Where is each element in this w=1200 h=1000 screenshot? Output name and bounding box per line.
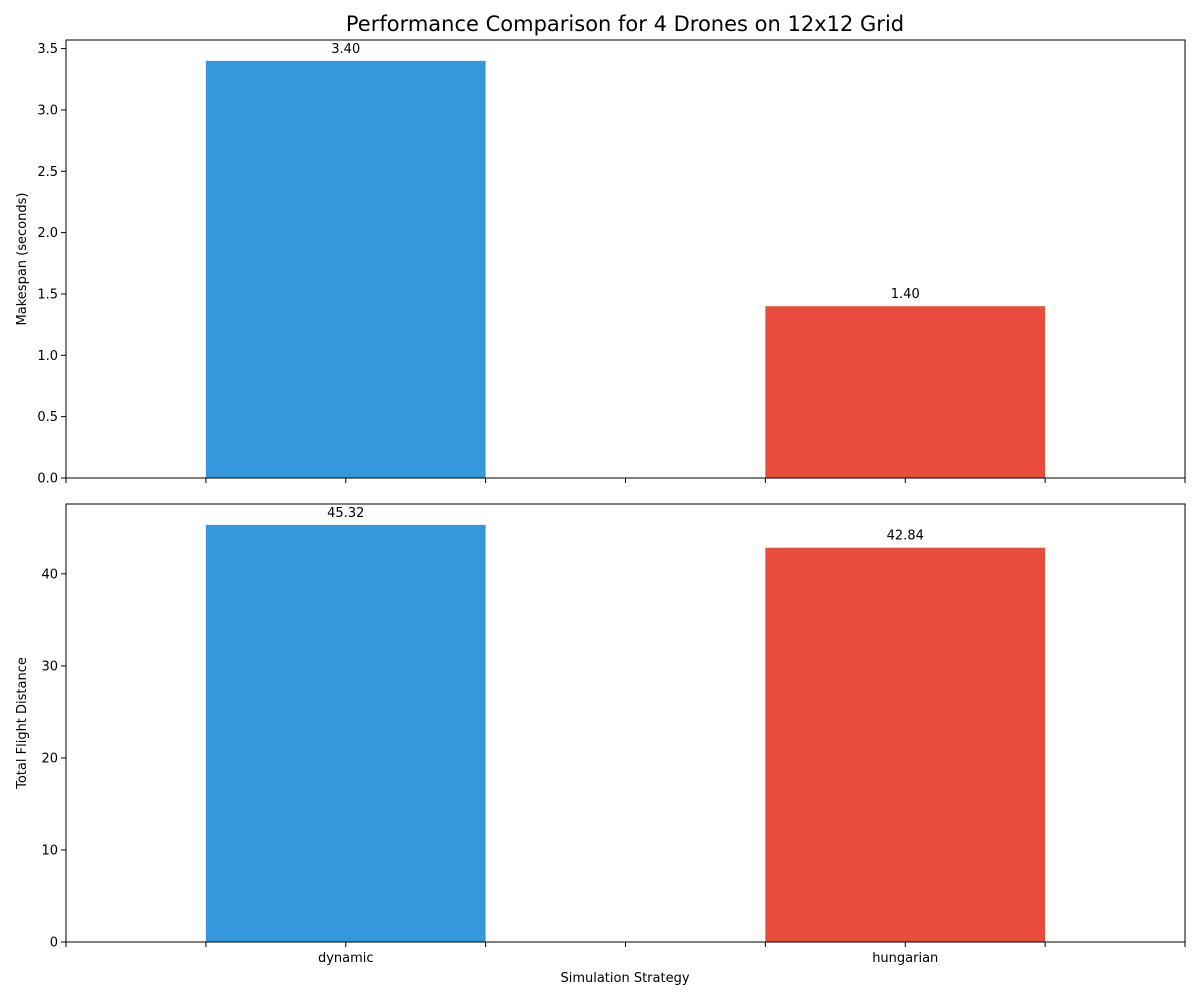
y-tick-label: 0.0: [37, 472, 58, 487]
bar-value-label: 3.40: [331, 42, 360, 57]
y-axis-label: Total Flight Distance: [15, 657, 30, 790]
x-axis-label: Simulation Strategy: [560, 971, 689, 986]
y-tick-label: 30: [41, 659, 58, 674]
x-tick-label: dynamic: [318, 951, 374, 966]
y-tick-label: 3.5: [37, 42, 58, 57]
y-tick-label: 40: [41, 567, 58, 582]
y-tick-label: 0.5: [37, 410, 58, 425]
y-tick-label: 10: [41, 843, 58, 858]
bar-value-label: 42.84: [887, 529, 924, 544]
y-tick-label: 1.5: [37, 287, 58, 302]
y-tick-label: 2.5: [37, 165, 58, 180]
y-tick-label: 20: [41, 751, 58, 766]
chart-title: Performance Comparison for 4 Drones on 1…: [346, 12, 904, 36]
y-tick-label: 2.0: [37, 226, 58, 241]
y-tick-label: 1.0: [37, 349, 58, 364]
y-tick-label: 0: [50, 936, 58, 951]
chart-panels: 3.40 1.40 0.0 0.5 1.0 1.5 2.0 2.5 3.0 3.5 Makespan…: [15, 39, 1186, 966]
bar-dynamic: [205, 524, 486, 942]
y-tick-label: 3.0: [37, 103, 58, 118]
y-axis-label: Makespan (seconds): [15, 193, 30, 326]
panel-2: 45.32 42.84 0 10 20 30 40 Total Flight Distance…: [15, 503, 1186, 966]
panel-1: 3.40 1.40 0.0 0.5 1.0 1.5 2.0 2.5 3.0 3.5 Makespan…: [15, 39, 1186, 487]
bar-dynamic: [205, 60, 486, 478]
bar-hungarian: [765, 306, 1046, 478]
bar-value-label: 1.40: [891, 287, 920, 302]
x-tick-label: hungarian: [872, 951, 938, 966]
bar-hungarian: [765, 547, 1046, 942]
bar-value-label: 45.32: [327, 506, 364, 521]
